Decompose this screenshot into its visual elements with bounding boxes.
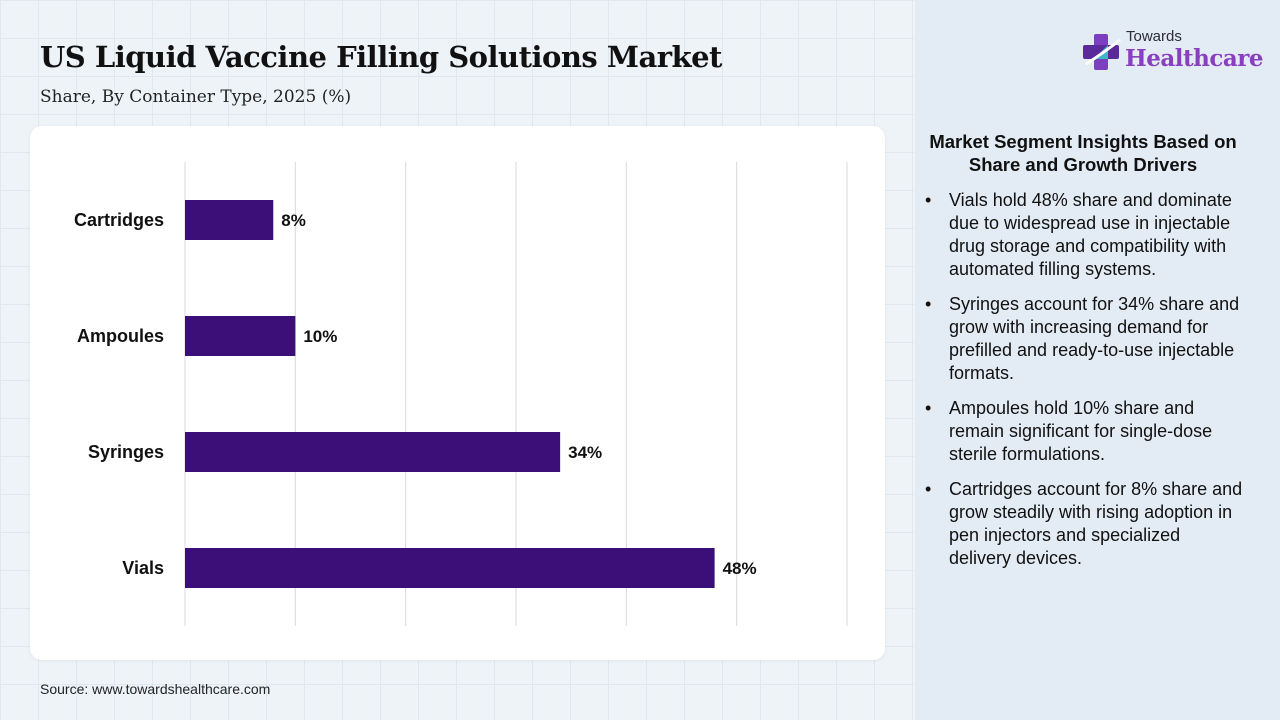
insights-list: • Vials hold 48% share and dominate due t… bbox=[925, 189, 1243, 582]
data-label: 48% bbox=[723, 559, 757, 578]
medical-cross-icon bbox=[1083, 34, 1121, 70]
insight-text: Vials hold 48% share and dominate due to… bbox=[949, 190, 1232, 279]
page-title: US Liquid Vaccine Filling Solutions Mark… bbox=[40, 40, 722, 74]
towards-healthcare-logo: Towards Healthcare bbox=[1080, 28, 1264, 78]
insight-text: Ampoules hold 10% share and remain signi… bbox=[949, 398, 1213, 464]
insight-item: • Vials hold 48% share and dominate due t… bbox=[925, 189, 1243, 281]
bullet-icon: • bbox=[925, 294, 932, 314]
data-label: 8% bbox=[281, 211, 306, 230]
page-subtitle: Share, By Container Type, 2025 (%) bbox=[40, 87, 352, 107]
insight-item: • Ampoules hold 10% share and remain sign… bbox=[925, 397, 1243, 466]
insights-title: Market Segment Insights Based on Share a… bbox=[929, 131, 1237, 175]
category-label: Vials bbox=[122, 558, 164, 578]
source-note: Source: www.towardshealthcare.com bbox=[40, 681, 271, 697]
insight-text: Syringes account for 34% share and grow … bbox=[949, 294, 1240, 383]
logo-main-text: Healthcare bbox=[1125, 45, 1264, 72]
insight-item: • Cartridges account for 8% share and gro… bbox=[925, 478, 1243, 570]
bullet-icon: • bbox=[925, 190, 932, 210]
bar-cartridges bbox=[185, 200, 274, 240]
bar-chart: Cartridges 8% Ampoules 10% Syringes 34% Vials 4… bbox=[74, 162, 848, 626]
bar-syringes bbox=[185, 432, 561, 472]
category-label: Syringes bbox=[88, 442, 164, 462]
category-label: Ampoules bbox=[77, 326, 164, 346]
category-label: Cartridges bbox=[74, 210, 164, 230]
bar-ampoules bbox=[185, 316, 296, 356]
insight-text: Cartridges account for 8% share and grow… bbox=[949, 479, 1243, 568]
insight-item: • Syringes account for 34% share and grow… bbox=[925, 293, 1243, 385]
data-label: 34% bbox=[568, 443, 602, 462]
insights-panel-background bbox=[915, 0, 1280, 720]
logo-top-text: Towards bbox=[1126, 28, 1182, 45]
bars bbox=[185, 200, 715, 588]
labels: Cartridges 8% Ampoules 10% Syringes 34% Vials 4… bbox=[74, 210, 757, 578]
bullet-icon: • bbox=[925, 479, 932, 499]
bullet-icon: • bbox=[925, 398, 932, 418]
chart-card: Cartridges 8% Ampoules 10% Syringes 34% Vials 4… bbox=[30, 126, 885, 660]
data-label: 10% bbox=[303, 327, 337, 346]
bar-vials bbox=[185, 548, 715, 588]
